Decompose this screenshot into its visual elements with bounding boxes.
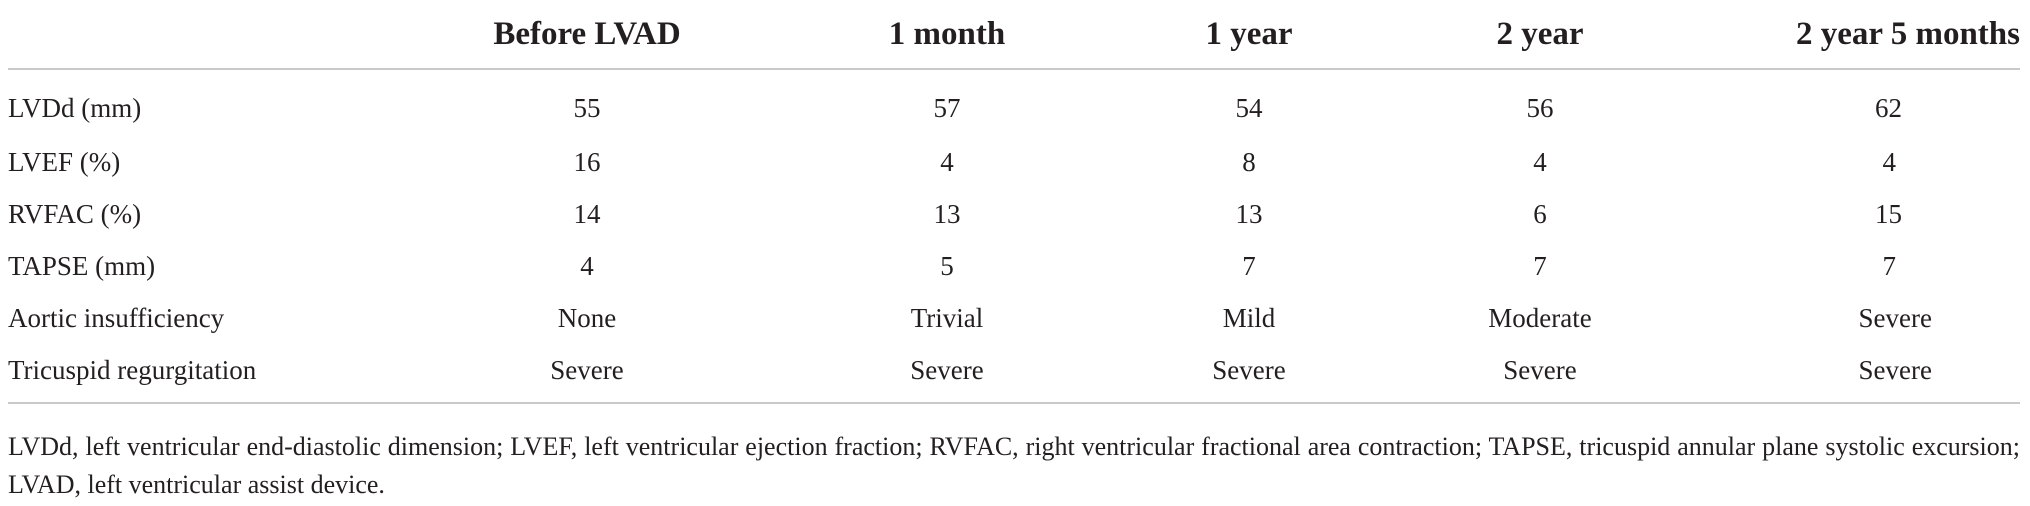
table-cell: 5 xyxy=(940,250,954,281)
table-cell: 7 xyxy=(1242,250,1256,281)
table-body: LVDd (mm) 55 57 54 56 62 LVEF (%) 16 4 8… xyxy=(8,69,2020,404)
header-cell-2-year-5-months: 2 year 5 months xyxy=(1710,0,2020,70)
header-cell-1-year: 1 year xyxy=(1128,0,1370,70)
table-cell: 56 xyxy=(1526,92,1554,123)
table-cell: 4 xyxy=(1882,146,1897,177)
echocardiography-table: Before LVAD 1 month 1 year 2 year 2 year… xyxy=(8,0,2020,404)
row-label: LVEF (%) xyxy=(8,146,121,177)
table-cell: 13 xyxy=(933,198,961,229)
table-cell: Severe xyxy=(1858,302,1932,333)
table-cell: 16 xyxy=(573,146,601,177)
table-cell: Trivial xyxy=(910,302,984,333)
header-cell-parameter xyxy=(8,0,408,70)
echo-table-container: Before LVAD 1 month 1 year 2 year 2 year… xyxy=(8,0,2020,404)
header-cell-1-month: 1 month xyxy=(766,0,1128,70)
table-row: RVFAC (%) 14 13 13 6 15 xyxy=(8,188,2020,240)
table-cell: 7 xyxy=(1882,250,1897,281)
table-cell: Severe xyxy=(1370,344,1710,404)
table-row: LVDd (mm) 55 57 54 56 62 xyxy=(8,69,2020,136)
table-cell: 55 xyxy=(573,92,601,123)
table-footnote: LVDd, left ventricular end-diastolic dim… xyxy=(8,432,2020,499)
row-label: LVDd (mm) xyxy=(8,92,142,123)
table-cell: 4 xyxy=(1533,146,1547,177)
table-cell: Mild xyxy=(1222,302,1276,333)
table-cell: 4 xyxy=(580,250,594,281)
row-label: Tricuspid regurgitation xyxy=(8,344,408,404)
table-cell: 54 xyxy=(1235,92,1263,123)
table-cell: Severe xyxy=(408,344,766,404)
table-cell: 6 xyxy=(1533,198,1547,229)
header-row: Before LVAD 1 month 1 year 2 year 2 year… xyxy=(8,0,2020,70)
table-cell: Severe xyxy=(1128,344,1370,404)
table-row: LVEF (%) 16 4 8 4 4 xyxy=(8,136,2020,188)
table-cell: Severe xyxy=(766,344,1128,404)
table-cell: 4 xyxy=(940,146,954,177)
table-row: Aortic insufficiency None Trivial Mild M… xyxy=(8,292,2020,344)
table-cell: 14 xyxy=(573,198,601,229)
table-header: Before LVAD 1 month 1 year 2 year 2 year… xyxy=(8,0,2020,70)
header-cell-2-year: 2 year xyxy=(1370,0,1710,70)
row-label: Aortic insufficiency xyxy=(8,302,225,333)
table-cell: 62 xyxy=(1875,92,1902,123)
table-row: Tricuspid regurgitation Severe Severe Se… xyxy=(8,344,2020,404)
table-row: TAPSE (mm) 4 5 7 7 7 xyxy=(8,240,2020,292)
table-cell: Moderate xyxy=(1488,302,1592,333)
table-cell: 13 xyxy=(1235,198,1263,229)
table-cell: Severe xyxy=(1710,344,2020,404)
table-cell: 57 xyxy=(933,92,961,123)
table-cell: 8 xyxy=(1242,146,1256,177)
row-label: TAPSE (mm) xyxy=(8,250,156,281)
header-cell-before-lvad: Before LVAD xyxy=(408,0,766,70)
row-label: RVFAC (%) xyxy=(8,198,142,229)
table-cell: 7 xyxy=(1533,250,1547,281)
table-cell: 15 xyxy=(1875,198,1902,229)
table-cell: None xyxy=(557,302,617,333)
